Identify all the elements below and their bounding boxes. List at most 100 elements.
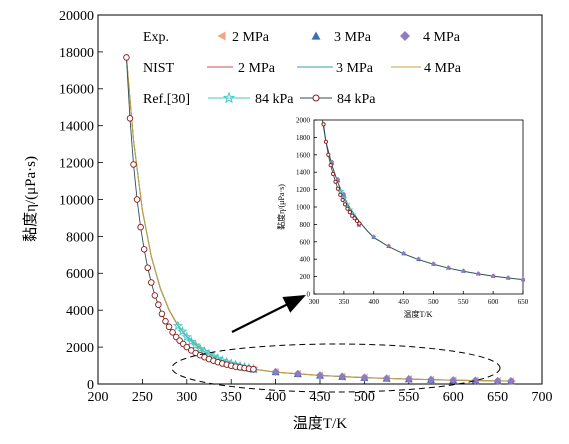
legend-ref-label: Ref.[30] [143, 92, 190, 107]
main-data-point [360, 373, 369, 382]
inset-data-point [329, 159, 335, 165]
main-data-point [158, 310, 166, 318]
inset-y-tick-label: 800 [300, 221, 311, 229]
inset-data-point [345, 206, 350, 211]
main-data-point [404, 375, 413, 384]
main-data-point [471, 376, 480, 385]
inset-x-tick-label: 500 [428, 298, 439, 306]
inset-data-point [350, 213, 355, 218]
inset-data-point [333, 179, 338, 184]
main-data-point [271, 367, 280, 376]
legend-exp-4mpa-text: 4 MPa [423, 30, 461, 45]
main-data-point [137, 223, 144, 231]
main-x-tick-label: 450 [310, 390, 331, 405]
zoom-arrow [231, 295, 306, 333]
main-y-axis-title: 黏度η/(μPa·s) [22, 156, 39, 242]
inset-data-point [342, 202, 348, 207]
main-data-point [177, 325, 188, 336]
inset-tick-group: 300 350 400 450 500 550 600 650 0 200 400 600 800 100… [296, 116, 529, 306]
main-data-point [155, 301, 162, 308]
inset-data-point [460, 268, 466, 273]
main-y-tick-label: 2000 [66, 341, 94, 356]
main-y-tick-label: 14000 [59, 120, 94, 135]
highlight-ellipse [171, 343, 501, 393]
inset-data-point [347, 210, 352, 215]
main-x-axis-title: 温度T/K [293, 415, 347, 432]
main-x-tick-label: 200 [88, 390, 109, 405]
main-tick-group: 200 250 300 350 400 450 500 550 600 650 7000200040… [59, 9, 553, 405]
main-data-point [506, 377, 515, 386]
inset-x-tick-label: 550 [458, 298, 469, 306]
inset-data-point [357, 221, 362, 226]
inset-series-group [321, 119, 526, 282]
legend-exp-2mpa-marker [217, 31, 226, 41]
legend-nist-4mpa-text: 4 MPa [424, 61, 462, 76]
inset-data-point [340, 197, 345, 203]
main-x-tick-label: 550 [398, 390, 419, 405]
main-data-point [250, 365, 257, 373]
inset-y-tick-label: 1000 [296, 203, 311, 211]
inset-data-point [335, 186, 340, 191]
inset-data-point [328, 163, 333, 168]
inset-x-axis-title: 温度T/K [404, 309, 433, 319]
main-data-point [144, 264, 151, 272]
inset-data-point [321, 122, 326, 127]
main-data-point [293, 369, 302, 378]
legend-nist-2mpa-text: 2 MPa [238, 61, 276, 76]
legend-exp-label: Exp. [143, 30, 169, 45]
main-data-point [316, 371, 324, 380]
main-y-tick-label: 8000 [66, 230, 94, 245]
main-data-point [493, 376, 502, 385]
main-x-tick-label: 700 [532, 390, 553, 405]
legend-exp-3mpa-text: 3 MPa [334, 30, 372, 45]
main-y-tick-label: 18000 [59, 46, 94, 61]
inset-x-tick-label: 300 [309, 298, 320, 306]
inset-background [314, 120, 523, 294]
main-data-point [203, 348, 215, 359]
inset-data-point [326, 152, 331, 157]
inset-data-point [338, 192, 343, 197]
main-data-point [126, 115, 134, 122]
inset-data-point [341, 191, 347, 197]
main-x-tick-label: 350 [221, 390, 242, 405]
main-y-tick-label: 16000 [59, 83, 94, 98]
main-data-point [183, 343, 191, 351]
main-y-tick-label: 10000 [59, 193, 94, 208]
main-data-point [130, 161, 137, 168]
inset-data-point [323, 139, 329, 144]
main-x-tick-label: 500 [354, 390, 375, 405]
inset-x-tick-label: 450 [398, 298, 409, 306]
inset-data-point [352, 216, 357, 221]
inset-data-point [354, 218, 360, 223]
main-data-point [140, 246, 148, 253]
main-data-point [190, 339, 201, 350]
legend: Exp. 2 MPa 3 MPa 4 MPa NIST 2 MPa 3 MPa 4 MPa Re… [143, 30, 462, 107]
main-data-point [449, 376, 458, 385]
inset-x-tick-label: 400 [368, 298, 379, 306]
inset-y-tick-label: 600 [300, 238, 311, 246]
inset-data-point [371, 234, 377, 239]
inset-data-point [475, 271, 481, 276]
main-y-tick-label: 6000 [66, 267, 94, 282]
inset-y-tick-label: 0 [307, 290, 311, 298]
main-data-point [338, 372, 347, 381]
inset-data-point [446, 265, 451, 270]
main-data-point [194, 343, 206, 354]
inset-y-axis-title: 黏度η/(μPa·s) [276, 184, 286, 230]
main-y-tick-label: 0 [87, 378, 94, 393]
inset-data-point [431, 261, 436, 266]
inset-y-tick-label: 200 [300, 273, 311, 281]
main-data-point [181, 331, 192, 342]
main-data-point [133, 196, 141, 203]
legend-exp-4mpa-marker [400, 31, 410, 41]
inset-data-point [416, 256, 421, 262]
inset-y-tick-label: 1400 [296, 169, 311, 177]
legend-nist-label: NIST [143, 61, 175, 76]
main-data-point [172, 320, 184, 331]
inset-data-point [331, 171, 336, 177]
inset-x-tick-label: 600 [488, 298, 499, 306]
main-data-point [427, 375, 435, 384]
main-series-group [123, 54, 516, 386]
